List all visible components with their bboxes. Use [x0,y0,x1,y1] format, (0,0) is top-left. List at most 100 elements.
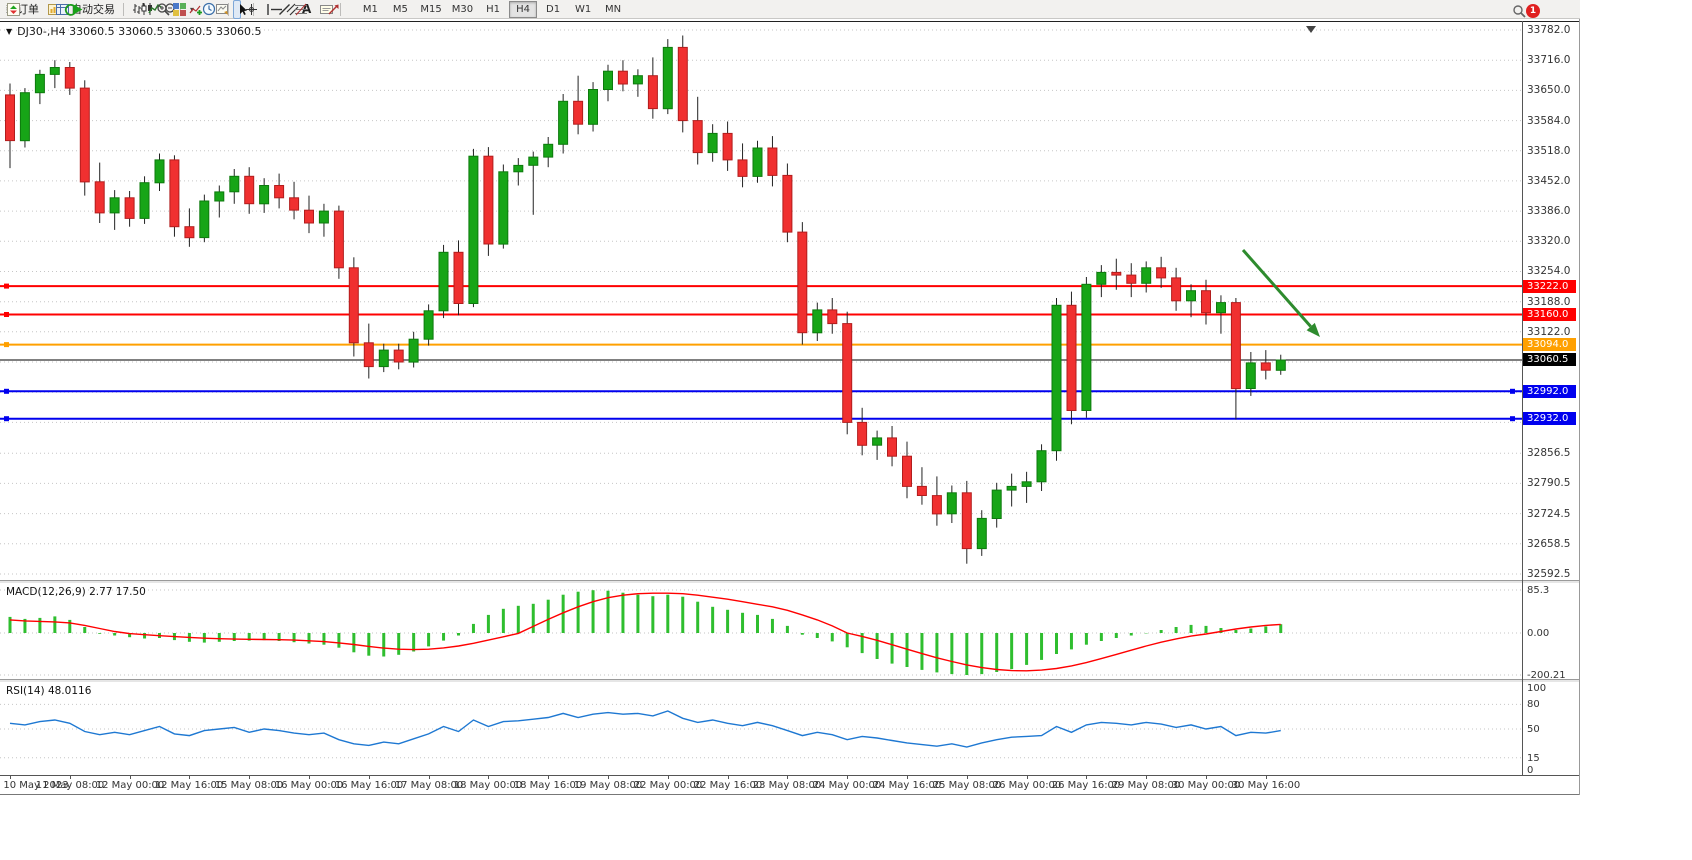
time-tick [1086,775,1087,779]
price-axis-label: 33122.0 [1527,326,1571,338]
price-axis-label: 33254.0 [1527,265,1571,277]
price-level-badge: 32932.0 [1523,412,1576,425]
horizontal-line-33222.0[interactable] [0,283,1522,289]
timeframe-button-m30[interactable]: M30 [451,3,474,15]
panel-separator[interactable] [0,679,1580,682]
time-tick [1266,775,1267,779]
rsi-axis-label: 50 [1527,724,1540,735]
rsi-panel[interactable] [0,682,1522,775]
notifications-button[interactable]: 1 [1522,1,1544,20]
price-level-badge: 33060.5 [1523,353,1576,366]
time-axis-border [0,775,1580,776]
price-level-badge: 33222.0 [1523,280,1576,293]
horizontal-line-tool-button[interactable] [266,0,283,19]
time-axis-label: 30 May 16:00 [1231,780,1301,791]
macd-histogram [8,590,1283,675]
horizontal-line-33160.0[interactable] [0,312,1522,317]
new-chart-button[interactable] [43,0,61,19]
horizontal-line-33094.0[interactable] [0,342,1522,348]
timeframe-button-h1[interactable]: H1 [486,3,501,15]
timeframe-button-m5[interactable]: M5 [392,3,408,15]
toolbar-separator [228,2,230,16]
price-axis-label: 32592.5 [1527,568,1571,580]
window-right-border [1579,19,1580,795]
window-top-border [0,21,1580,22]
crosshair-tool-button[interactable] [241,0,258,19]
time-tick [907,775,908,779]
time-tick [249,775,250,779]
notification-badge: 1 [1526,3,1540,18]
trendline-icon [279,3,291,15]
time-tick [1206,775,1207,779]
tile-windows-button[interactable] [168,0,186,19]
crosshair-icon [246,3,258,15]
main-chart[interactable] [0,22,1522,580]
timeframe-button-h4[interactable]: H4 [509,0,538,18]
tile-windows-icon [173,2,186,16]
candlestick-icon [141,3,152,15]
chart-shift-marker[interactable] [1306,26,1316,33]
time-axis-label: 17 May 08:00 [394,780,464,791]
price-axis-label: 33650.0 [1527,84,1571,96]
price-axis-border [1522,21,1523,775]
periods-button[interactable]: ▾ [198,0,216,19]
trendline-tool-button[interactable] [274,0,291,19]
chart-title: ▼ DJ30-,H4 33060.5 33060.5 33060.5 33060… [6,25,262,38]
vertical-line-tool-button[interactable] [258,0,269,19]
price-axis-label: 33716.0 [1527,54,1571,66]
time-axis-label: 10 May 2023 [3,780,69,791]
bar-chart-mode-button[interactable] [128,0,145,19]
clock-icon [202,2,216,16]
collapse-triangle-icon[interactable]: ▼ [6,27,13,36]
macd-panel[interactable] [0,583,1522,679]
toolbar-separator [123,2,124,16]
fibonacci-tool-button[interactable] [290,0,308,19]
cursor-icon [240,3,248,15]
rsi-line [9,710,1281,748]
timeframe-button-m1[interactable]: M1 [362,3,378,15]
arrow-tool-icon [328,4,339,14]
price-axis-label: 32724.5 [1527,508,1571,520]
channel-tool-button[interactable] [282,0,299,19]
time-axis-label: 30 May 00:00 [1171,780,1241,791]
time-tick [847,775,848,779]
new-order-button[interactable]: 新订单 [2,0,43,19]
label-icon [320,4,334,14]
time-axis-label: 16 May 16:00 [334,780,404,791]
trend-arrow-annotation[interactable] [1241,249,1320,337]
time-tick [369,775,370,779]
macd-signal-line [9,592,1281,672]
horizontal-line-32932.0[interactable] [0,416,1522,422]
toolbar: 新订单 自动交易 [0,0,1580,19]
time-tick [1027,775,1028,779]
timeframe-button-d1[interactable]: D1 [546,3,561,15]
time-axis-label: 19 May 08:00 [573,780,643,791]
time-axis-label: 22 May 00:00 [633,780,703,791]
search-button[interactable] [1508,1,1526,20]
time-axis-label: 18 May 16:00 [513,780,583,791]
time-tick [309,775,310,779]
horizontal-line-32992.0[interactable] [0,388,1522,394]
time-axis-label: 25 May 08:00 [932,780,1002,791]
macd-label: MACD(12,26,9) 2.77 17.50 [6,586,146,598]
window-bottom-border [0,794,1580,795]
templates-icon [216,3,229,15]
panel-separator[interactable] [0,580,1580,583]
cursor-tool-button[interactable] [233,0,248,19]
time-tick [189,775,190,779]
chart-window: ▼ DJ30-,H4 33060.5 33060.5 33060.5 33060… [0,19,1580,796]
indicators-button[interactable]: ▾ [185,0,202,19]
label-tool-button[interactable] [315,0,334,19]
timeframe-button-mn[interactable]: MN [605,3,622,15]
price-axis-label: 32790.5 [1527,477,1571,489]
candlestick-mode-button[interactable] [136,0,152,19]
price-axis-label: 33452.0 [1527,175,1571,187]
time-axis-label: 15 May 08:00 [214,780,284,791]
time-tick [130,775,131,779]
arrows-tool-button[interactable]: ▾ [323,0,339,19]
timeframe-button-w1[interactable]: W1 [574,3,592,15]
autotrading-button[interactable]: 自动交易 [67,0,119,19]
templates-button[interactable]: ▾ [211,0,229,19]
rsi-axis-label: 100 [1527,683,1547,694]
timeframe-button-m15[interactable]: M15 [420,3,442,15]
